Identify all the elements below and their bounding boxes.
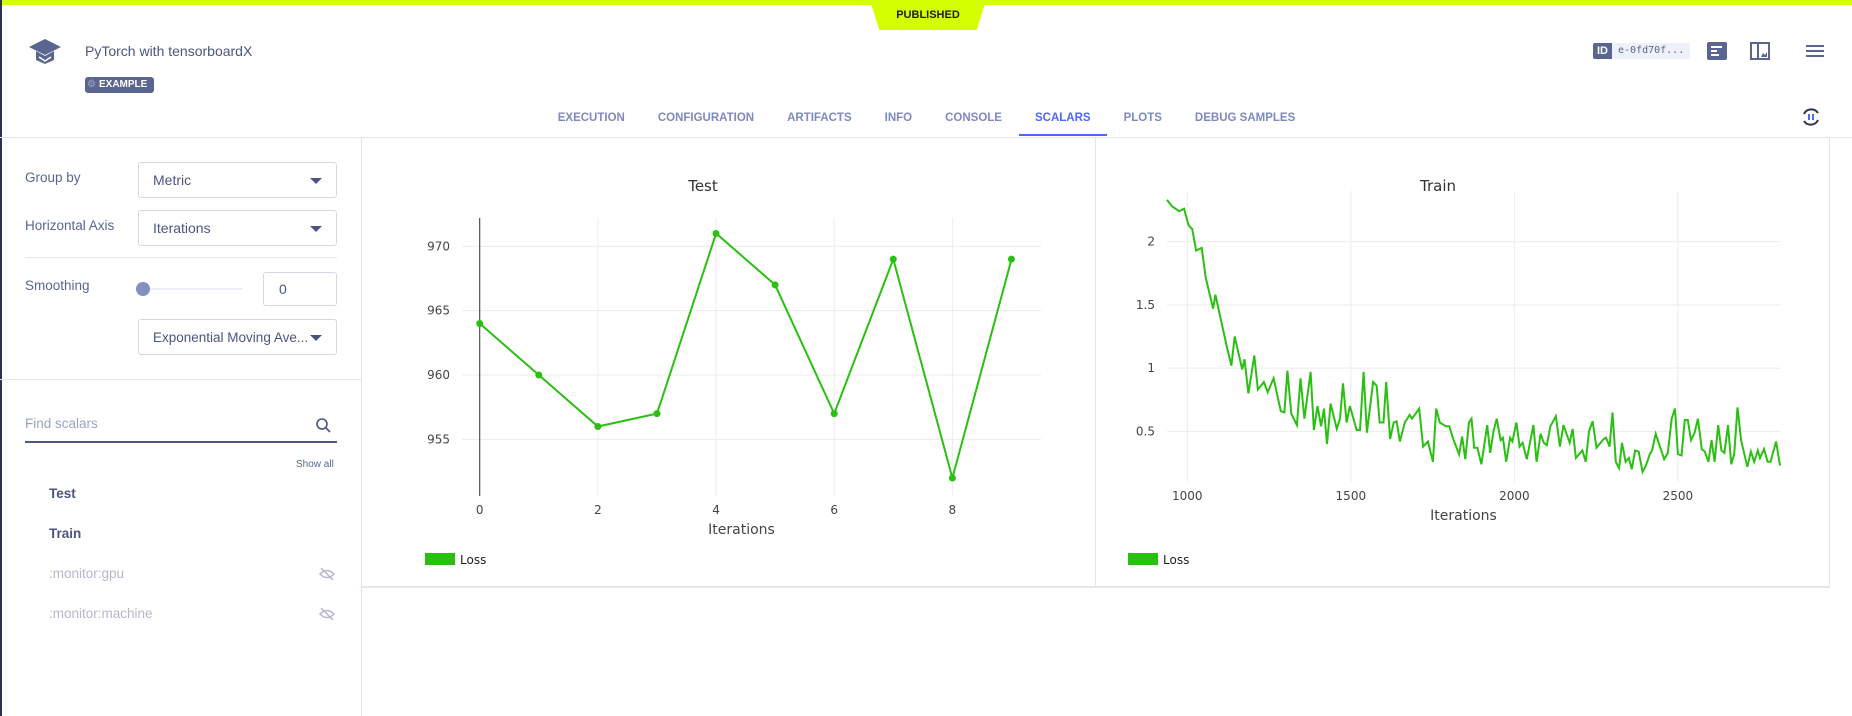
caret-down-icon [310,226,322,232]
horizontal-axis-select[interactable]: Iterations [138,210,337,246]
example-tag: ⚙ EXAMPLE [85,77,155,93]
x-tick-label: 0 [476,503,484,517]
panel-border [1829,138,1830,588]
horizontal-axis-value: Iterations [153,220,211,236]
legend-label: Loss [460,553,486,567]
group-by-label: Group by [25,170,81,185]
scalars-sidebar [0,138,362,716]
id-label: ID [1593,43,1612,59]
eye-off-icon[interactable] [319,567,335,581]
x-tick-label: 2 [594,503,602,517]
data-point [830,410,838,418]
smoothing-slider-thumb[interactable] [136,282,150,296]
data-point [476,320,484,328]
smoothing-slider-track[interactable] [143,288,243,290]
group-by-select[interactable]: Metric [138,162,337,198]
show-all-link[interactable]: Show all [296,459,334,470]
search-icon [316,418,331,433]
tab-console[interactable]: CONSOLE [945,112,1002,124]
data-point [771,281,779,289]
y-tick-label: 1.5 [1136,298,1155,312]
x-tick-label: 8 [949,503,957,517]
tab-info[interactable]: INFO [884,112,913,124]
x-tick-label: 1500 [1336,489,1367,503]
header-divider [0,137,1852,138]
page-title: PyTorch with tensorboardX [85,43,253,59]
x-axis-label: Iterations [1430,508,1497,524]
scalar-item-test[interactable]: Test [49,486,76,501]
refresh-pause-icon[interactable] [1800,106,1822,128]
tab-scalars[interactable]: SCALARS [1018,108,1107,136]
smoothing-input[interactable]: 0 [263,272,337,306]
x-tick-label: 6 [830,503,838,517]
search-placeholder: Find scalars [25,416,98,431]
legend-swatch [1128,553,1158,565]
smoothing-label: Smoothing [25,278,90,293]
scalar-item-monitor-gpu[interactable]: :monitor:gpu [49,566,125,581]
x-tick-label: 2500 [1663,489,1694,503]
tag-label: EXAMPLE [99,79,148,90]
gear-icon: ⚙ [87,79,96,90]
tab-execution[interactable]: EXECUTION [557,112,625,124]
y-tick-label: 970 [427,239,450,253]
scalar-item-monitor-machine[interactable]: :monitor:machine [49,606,153,621]
details-panel-icon[interactable] [1707,42,1727,60]
x-tick-label: 4 [712,503,720,517]
x-axis-label: Iterations [708,522,775,538]
tab-debug-samples[interactable]: DEBUG SAMPLES [1194,112,1296,124]
caret-down-icon [310,335,322,341]
chart-title: Test [687,177,718,195]
menu-icon[interactable] [1805,42,1825,60]
find-scalars-input[interactable]: Find scalars [25,415,337,443]
legend-label: Loss [1163,553,1189,567]
chart-divider [1095,138,1096,588]
scalar-item-train[interactable]: Train [49,526,82,541]
x-tick-label: 1000 [1172,489,1203,503]
group-by-value: Metric [153,172,192,188]
horizontal-axis-label: Horizontal Axis [25,218,115,233]
sidebar-divider [25,257,337,258]
smoothing-method-select[interactable]: Exponential Moving Ave... [138,319,337,355]
data-point [653,410,661,418]
series-line-loss [479,231,1013,482]
train-chart[interactable]: Train 0.5 1 1.5 2 1000 1500 2000 2500 Iterations L… [1096,139,1829,586]
y-tick-label: 1 [1147,361,1155,375]
y-tick-label: 960 [427,368,450,382]
y-tick-label: 2 [1147,235,1155,249]
split-view-icon[interactable] [1750,42,1770,60]
y-tick-label: 955 [427,432,450,446]
task-id-badge[interactable]: ID e-0fd70f... [1593,43,1691,59]
status-badge: PUBLISHED [870,0,986,30]
data-point [535,371,543,379]
smoothing-method-value: Exponential Moving Ave... [153,330,309,345]
y-tick-label: 965 [427,304,450,318]
graduation-cap-icon [29,39,61,64]
sidebar-divider [0,379,362,380]
test-chart[interactable]: Test 955 960 965 970 0 2 4 6 8 Iterations Loss [363,139,1095,586]
data-point [594,423,602,430]
data-point [1007,255,1015,263]
y-tick-label: 0.5 [1136,424,1155,438]
data-point [712,229,720,237]
data-point [948,474,956,482]
series-line-loss [1166,199,1781,475]
tab-artifacts[interactable]: ARTIFACTS [787,112,852,124]
id-value: e-0fd70f... [1612,43,1691,59]
chart-title: Train [1419,177,1456,195]
legend-swatch [425,553,455,565]
tab-bar: EXECUTION CONFIGURATION ARTIFACTS INFO C… [0,108,1852,136]
charts-panel [362,138,1830,588]
eye-off-icon[interactable] [319,607,335,621]
tab-plots[interactable]: PLOTS [1123,112,1162,124]
left-edge [0,0,2,716]
tab-configuration[interactable]: CONFIGURATION [657,112,755,124]
caret-down-icon [310,178,322,184]
x-tick-label: 2000 [1499,489,1530,503]
data-point [889,255,897,263]
